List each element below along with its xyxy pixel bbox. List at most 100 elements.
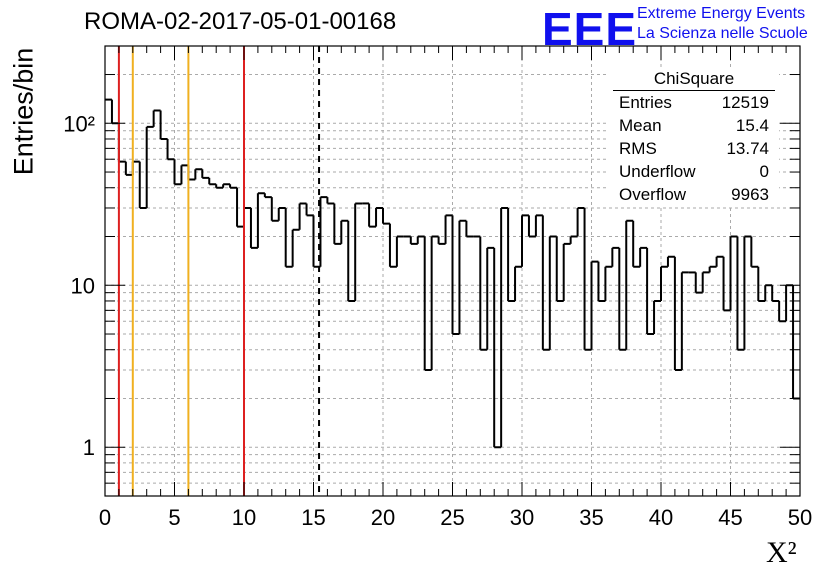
histogram-bin	[701, 271, 710, 293]
x-tick-label: 5	[168, 505, 180, 530]
histogram-bin	[368, 203, 377, 228]
stats-value: 13.74	[726, 139, 769, 158]
histogram-bin	[527, 215, 536, 238]
histogram-bin	[465, 220, 474, 238]
histogram-bin	[639, 246, 648, 267]
histogram-bin	[722, 256, 731, 312]
histogram-bin	[284, 207, 293, 268]
histogram-bin	[604, 265, 613, 301]
histogram-bin	[583, 207, 592, 351]
histogram-bin	[347, 220, 356, 302]
histogram-bin	[576, 206, 585, 237]
y-axis-label: Entries/bin	[8, 47, 39, 176]
histogram-bin	[778, 300, 787, 323]
histogram-bin	[694, 272, 703, 294]
reference-lines	[117, 46, 321, 496]
histogram-bin	[166, 138, 175, 161]
histogram-bin	[618, 247, 627, 351]
histogram-bin	[263, 193, 272, 199]
histogram-bin	[423, 236, 432, 371]
x-tick-label: 35	[579, 505, 603, 530]
histogram-bin	[500, 206, 509, 448]
x-tick-labels: 0 5 10 15 20 25 30 35 40 45 50	[99, 505, 812, 530]
histogram-bin	[597, 261, 606, 302]
histogram-bin	[388, 223, 397, 268]
histogram-bin	[534, 214, 543, 237]
histogram-bin	[736, 236, 745, 351]
x-axis-label: X²	[766, 536, 797, 569]
histogram-bin	[729, 235, 738, 311]
histogram-bin	[750, 236, 759, 268]
stats-value: 0	[759, 162, 769, 181]
histogram-bin	[145, 125, 154, 208]
y-tick-label: 10	[71, 273, 95, 298]
histogram-bin	[625, 219, 634, 350]
y-tick-label: 10²	[63, 111, 95, 136]
eee-logo: EEE	[542, 3, 638, 55]
histogram-bin	[486, 246, 495, 350]
histogram-bin	[444, 214, 453, 244]
stats-row-entries: Entries 12519	[609, 91, 779, 114]
stats-box: ChiSquare Entries 12519 Mean 15.4 RMS 13…	[609, 68, 779, 206]
histogram-bin	[708, 265, 717, 273]
histogram-bin	[569, 235, 578, 244]
stats-value: 9963	[731, 185, 769, 204]
x-tick-label: 25	[440, 505, 464, 530]
histogram-bin	[291, 228, 300, 267]
histogram-bin	[771, 285, 780, 302]
histogram-bin	[277, 206, 286, 221]
histogram-bin	[201, 169, 210, 179]
logo-caption-line2: La Scienza nelle Scuole	[637, 25, 808, 42]
y-tick-labels: 1 10 10²	[63, 111, 95, 460]
histogram-bin	[646, 247, 655, 336]
histogram-bin	[590, 260, 599, 350]
stats-row-rms: RMS 13.74	[609, 137, 779, 160]
stats-title: ChiSquare	[613, 68, 775, 91]
histogram-bin	[680, 271, 689, 370]
x-tick-label: 30	[510, 505, 534, 530]
histogram-bin	[493, 247, 502, 449]
x-tick-label: 0	[99, 505, 111, 530]
stats-label: Overflow	[619, 185, 687, 204]
histogram-bin	[743, 235, 752, 350]
histogram-bin	[173, 159, 182, 186]
histogram-bin	[305, 203, 314, 217]
stats-label: Underflow	[619, 162, 696, 181]
histogram-bin	[138, 161, 147, 209]
histogram-bin	[541, 215, 550, 351]
histogram-bin	[229, 184, 238, 189]
histogram-bin	[249, 207, 258, 249]
histogram-bin	[409, 236, 418, 245]
histogram-bin	[382, 207, 390, 225]
histogram-bin	[660, 265, 668, 301]
histogram-bin	[611, 246, 620, 267]
histogram-bin	[340, 219, 349, 244]
histogram-bin	[152, 109, 161, 127]
histogram-bin	[632, 220, 641, 268]
histogram-bin	[521, 214, 529, 267]
x-tick-label: 40	[649, 505, 673, 530]
stats-value: 15.4	[735, 116, 769, 135]
histogram-bin	[479, 236, 488, 351]
y-tick-label: 1	[83, 435, 95, 460]
histogram-bin	[124, 161, 133, 176]
histogram-bin	[395, 235, 404, 267]
histogram-bin	[159, 110, 168, 140]
histogram-bin	[430, 235, 439, 370]
stats-label: Entries	[619, 93, 672, 112]
histogram-bin	[666, 255, 675, 267]
stats-value: 12519	[721, 93, 769, 112]
chart-title: ROMA-02-2017-05-01-00168	[84, 8, 397, 35]
histogram-bin	[236, 187, 244, 228]
x-tick-label: 15	[301, 505, 325, 530]
histogram-bin	[256, 192, 265, 248]
histogram-bin	[215, 184, 224, 189]
histogram-bin	[437, 236, 446, 245]
histogram-bin	[514, 265, 522, 301]
histogram-bin	[333, 203, 342, 245]
histogram-bin	[375, 206, 383, 227]
plot-border	[104, 45, 801, 497]
histogram-bin	[548, 235, 557, 350]
histogram-bin	[326, 197, 335, 205]
x-tick-label: 10	[232, 505, 256, 530]
